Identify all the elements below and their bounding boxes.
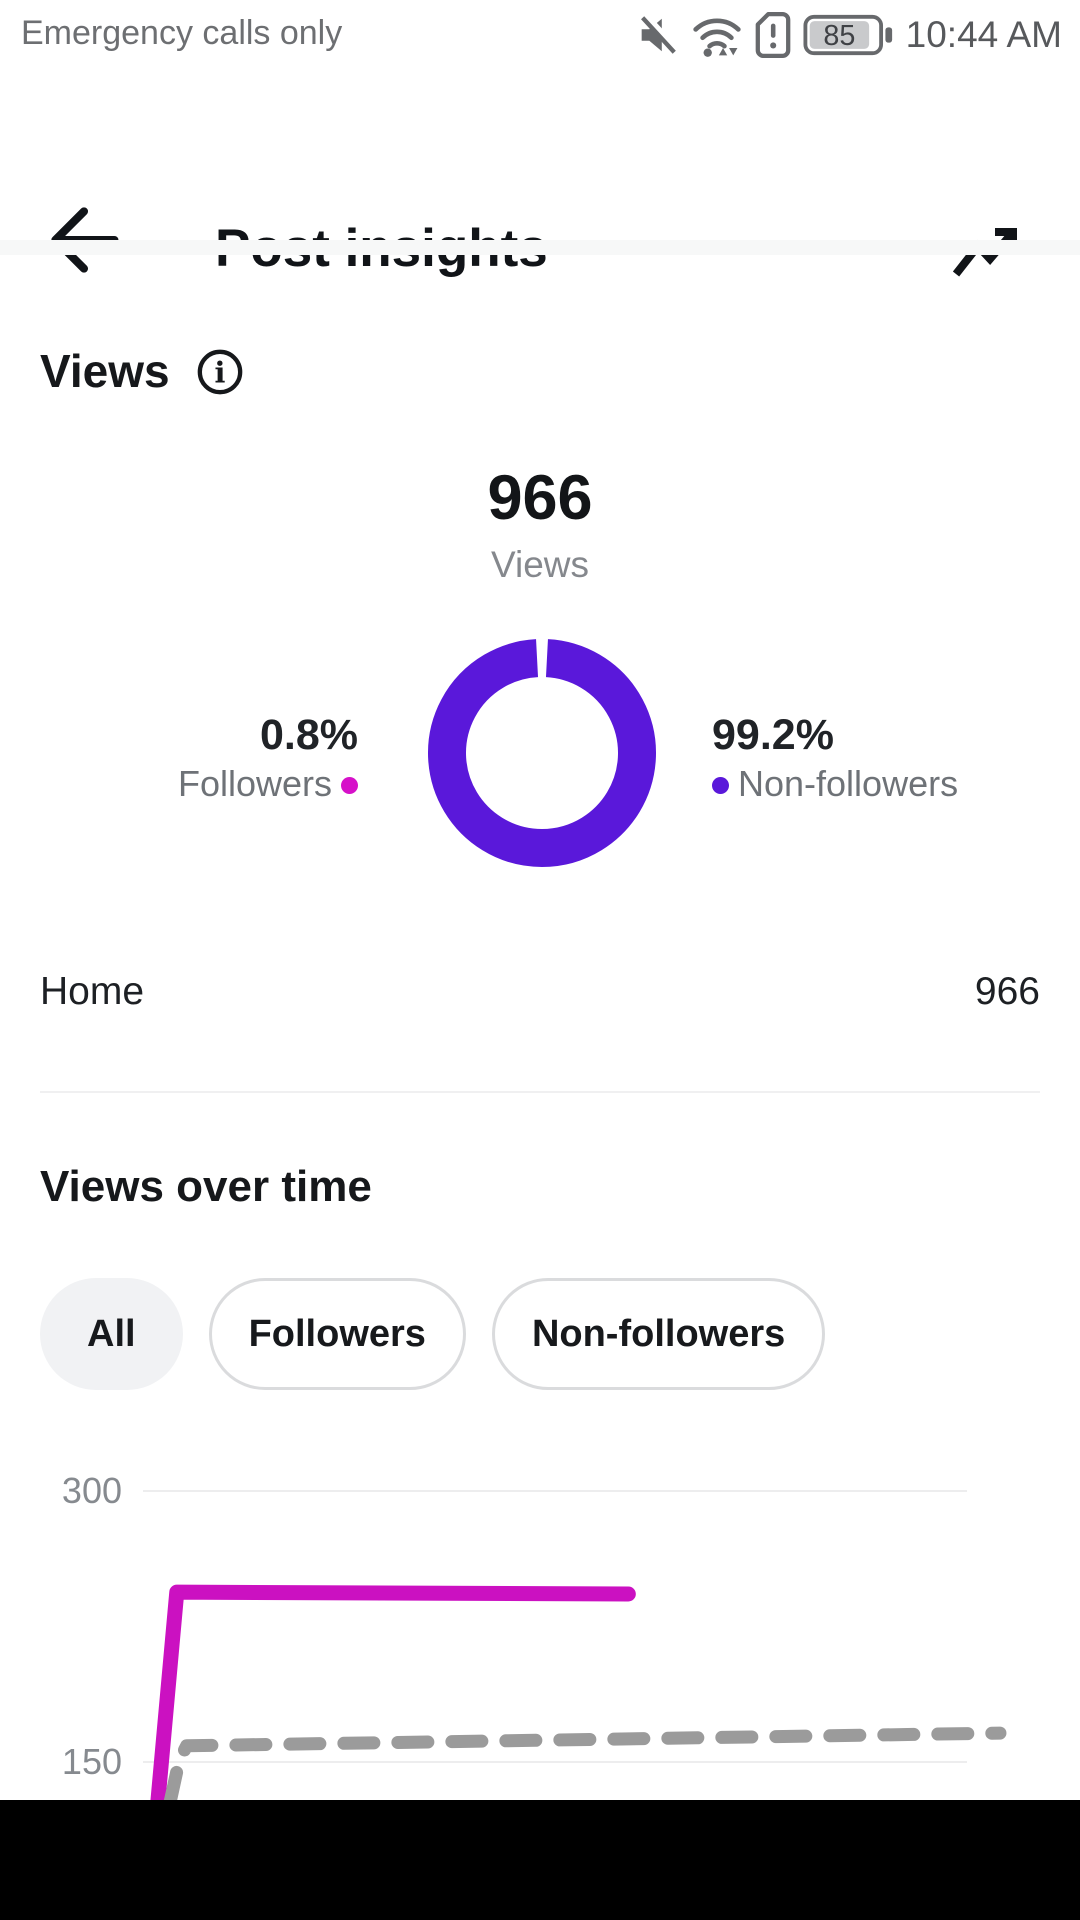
filter-chip-non-followers[interactable]: Non-followers (491, 1278, 826, 1390)
non-followers-label: Non-followers (738, 763, 959, 804)
battery-level-text: 85 (823, 20, 855, 52)
sim-alert-icon (755, 11, 790, 59)
followers-dot (341, 777, 358, 794)
mute-icon (640, 12, 679, 54)
views-total: 966 (487, 463, 593, 533)
carrier-text: Emergency calls only (21, 14, 343, 52)
divider (40, 1091, 1040, 1093)
followers-pct: 0.8% (259, 711, 358, 759)
filter-chips: All Followers Non-followers (40, 1278, 826, 1390)
ytick-150: 150 (61, 1741, 122, 1782)
source-label: Home (40, 970, 145, 1013)
screen-cutoff-black-bar (0, 1800, 1080, 1920)
filter-chip-followers[interactable]: Followers (208, 1278, 466, 1390)
ytick-300: 300 (61, 1470, 122, 1511)
source-row-home: Home 966 (40, 970, 1040, 1014)
battery-icon: 85 (803, 14, 892, 56)
svg-text:i: i (215, 356, 226, 390)
header: Post insights (0, 96, 1080, 278)
section-divider-band (0, 240, 1080, 255)
wifi-icon (692, 18, 741, 57)
views-heading: Views (40, 345, 170, 397)
status-icons: 85 10:44 AM (634, 8, 1062, 62)
non-followers-dot (712, 777, 729, 794)
info-icon[interactable]: i (196, 348, 244, 396)
donut-ring (428, 639, 656, 867)
clock-text: 10:44 AM (905, 14, 1062, 55)
non-followers-pct: 99.2% (712, 711, 834, 759)
views-total-label: Views (490, 544, 590, 585)
views-line-chart (143, 1490, 1007, 1800)
views-over-time-heading: Views over time (40, 1162, 372, 1211)
followers-label: Followers (177, 763, 332, 804)
non-followers-legend: 99.2% Non-followers (712, 710, 1052, 808)
source-value: 966 (974, 970, 1040, 1013)
views-donut-chart (428, 639, 656, 867)
filter-chip-all[interactable]: All (40, 1278, 183, 1390)
status-bar: Emergency calls only (0, 8, 1080, 62)
followers-legend: 0.8% Followers (40, 710, 358, 808)
